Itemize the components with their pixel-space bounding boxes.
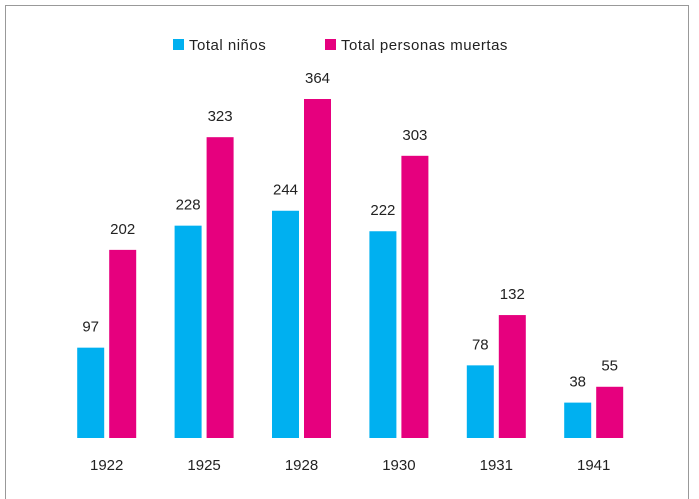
data-label: 228 [176, 197, 201, 214]
bar [564, 402, 592, 438]
chart-border [5, 5, 689, 499]
bar [174, 225, 202, 438]
data-label: 202 [110, 221, 135, 238]
legend-swatch [173, 39, 184, 50]
bar [206, 137, 234, 438]
x-tick-label: 1941 [577, 457, 610, 474]
bar [369, 231, 397, 438]
bar [596, 386, 624, 438]
legend-label: Total niños [189, 37, 266, 54]
legend-label: Total personas muertas [341, 37, 508, 54]
data-label: 303 [402, 127, 427, 144]
data-label: 38 [569, 374, 586, 391]
data-label: 323 [208, 108, 233, 125]
legend-swatch [325, 39, 336, 50]
bar [272, 210, 299, 438]
bar [304, 99, 331, 438]
x-tick-label: 1931 [480, 457, 513, 474]
data-label: 55 [601, 358, 618, 375]
data-label: 222 [370, 202, 395, 219]
data-label: 132 [500, 286, 525, 303]
data-label: 78 [472, 336, 489, 353]
bar [77, 347, 105, 438]
data-label: 364 [305, 70, 330, 87]
data-label: 244 [273, 182, 298, 199]
bar [498, 315, 526, 438]
x-tick-label: 1928 [285, 457, 318, 474]
x-tick-label: 1925 [187, 457, 220, 474]
bar [466, 365, 494, 438]
x-tick-label: 1922 [90, 457, 123, 474]
data-label: 97 [82, 319, 99, 336]
x-tick-label: 1930 [382, 457, 415, 474]
bar [401, 155, 429, 439]
bar [109, 249, 137, 438]
